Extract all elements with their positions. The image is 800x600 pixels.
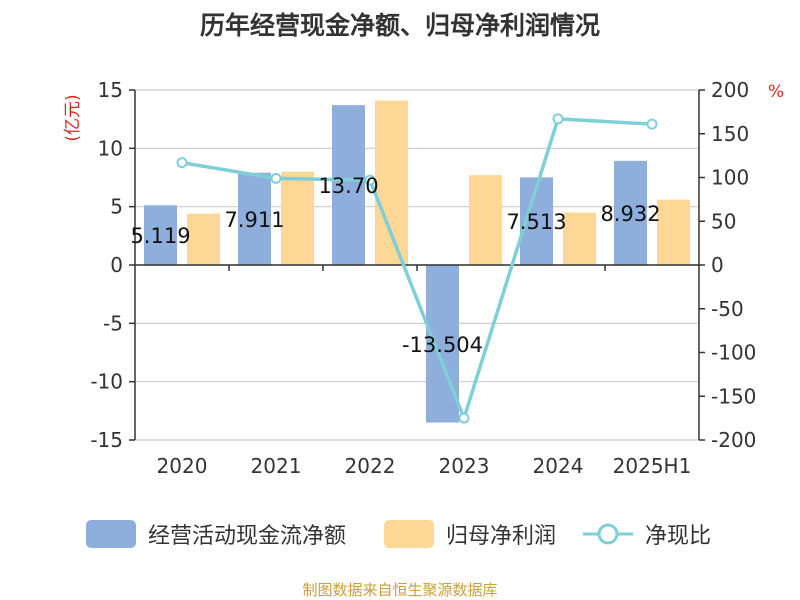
- x-tick-label: 2024: [533, 454, 584, 478]
- ratio-point: [270, 172, 282, 184]
- ratio-point: [176, 157, 188, 169]
- axes: [129, 89, 705, 441]
- legend: 经营活动现金流净额 归母净利润 净现比: [0, 516, 800, 556]
- y-right-tick-label: 0: [711, 253, 724, 277]
- bar-netprofit: [281, 171, 314, 265]
- y-left-tick-label: -10: [90, 370, 123, 394]
- legend-label-netprofit: 归母净利润: [446, 524, 557, 549]
- legend-item-ratio: 净现比: [583, 516, 711, 552]
- x-tick-label: 2025H1: [613, 454, 692, 478]
- bar-cashflow: [614, 160, 647, 265]
- data-label-cashflow: 7.911: [224, 208, 284, 232]
- bar-netprofit: [187, 213, 220, 265]
- bar-netprofit: [375, 100, 408, 265]
- legend-swatch-netprofit: [384, 520, 434, 548]
- y-right-tick-label: -150: [711, 384, 756, 408]
- legend-swatch-cashflow: [86, 520, 136, 548]
- data-label-cashflow: -13.504: [402, 333, 483, 357]
- y-left-tick-label: -5: [103, 311, 123, 335]
- y-left-tick-label: 5: [110, 195, 123, 219]
- tick-labels: 151050-5-10-15200150100500-50-100-150-20…: [90, 78, 756, 478]
- y-left-tick-label: 15: [98, 78, 123, 102]
- legend-label-cashflow: 经营活动现金流净额: [148, 524, 347, 549]
- y-right-tick-label: -100: [711, 341, 756, 365]
- y-right-tick-label: -50: [711, 297, 744, 321]
- y-left-tick-label: 10: [98, 136, 123, 160]
- bar-netprofit: [469, 175, 502, 265]
- bar-cashflow: [238, 172, 271, 265]
- legend-label-ratio: 净现比: [645, 524, 712, 549]
- ratio-point: [458, 412, 470, 424]
- data-label-cashflow: 8.932: [600, 202, 660, 226]
- legend-item-netprofit: 归母净利润: [384, 516, 556, 552]
- y-left-tick-label: 0: [110, 253, 123, 277]
- ratio-point: [552, 113, 564, 125]
- bar-cashflow: [144, 205, 177, 265]
- ratio-line: [176, 113, 658, 424]
- data-labels: 5.119 7.911 13.70 -13.504 7.513 8.932: [130, 174, 660, 357]
- y-right-tick-label: 200: [711, 78, 749, 102]
- ratio-point: [646, 118, 658, 130]
- source-footer: 制图数据来自恒生聚源数据库: [302, 581, 498, 599]
- y-right-tick-label: 100: [711, 166, 749, 190]
- y-right-tick-label: -200: [711, 428, 756, 452]
- ratio-point: [364, 174, 376, 186]
- data-label-cashflow: 7.513: [506, 210, 566, 234]
- x-tick-label: 2021: [251, 454, 302, 478]
- y-axis-left-label: (亿元): [63, 94, 83, 141]
- legend-swatch-ratio: [583, 523, 633, 545]
- bar-netprofit: [563, 212, 596, 265]
- x-tick-label: 2022: [345, 454, 396, 478]
- data-label-cashflow: 5.119: [130, 224, 190, 248]
- ratio-polyline: [181, 117, 653, 424]
- data-label-cashflow: 13.70: [318, 174, 378, 198]
- x-tick-label: 2023: [439, 454, 490, 478]
- bar-cashflow: [332, 105, 365, 265]
- y-axis-right-label: %: [768, 82, 784, 102]
- x-tick-label: 2020: [157, 454, 208, 478]
- legend-item-cashflow: 经营活动现金流净额: [86, 516, 346, 552]
- y-right-tick-label: 150: [711, 122, 749, 146]
- chart-title: 历年经营现金净额、归母净利润情况: [199, 11, 600, 40]
- bar-netprofit: [657, 199, 690, 265]
- y-right-tick-label: 50: [711, 209, 736, 233]
- y-left-tick-label: -15: [90, 428, 123, 452]
